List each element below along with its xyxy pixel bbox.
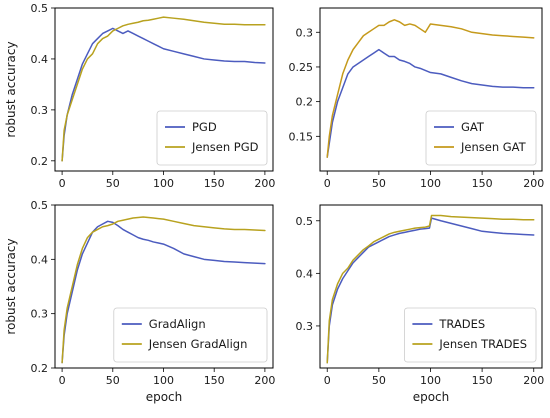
y-tick-label: 0.2	[31, 362, 49, 375]
x-tick-label: 100	[420, 374, 441, 387]
legend: TRADES Jensen TRADES	[403, 307, 537, 363]
series-line-gradalign	[61, 220, 266, 364]
series-line-jensen-gradalign	[61, 216, 266, 364]
series-line-jensen-pgd	[61, 16, 266, 162]
chart-panel-top-left: 0 50 100 150 200 0.2 0.3 0.4 0.5 robust accuracy P…	[4, 2, 275, 190]
y-tick-label: 0.2	[31, 155, 49, 168]
chart-panel-bottom-right: 0 50 100 150 200 0.3 0.4 0.5 epoch TRADES Jensen T…	[296, 204, 544, 404]
series-line-jensen-gat	[326, 19, 535, 158]
x-tick-label: 100	[420, 177, 441, 190]
legend-label: Jensen PGD	[191, 140, 259, 154]
legend: PGD Jensen PGD	[156, 110, 268, 166]
y-tick-label: 0.2	[296, 96, 314, 109]
plot-frame	[54, 204, 274, 369]
legend-label: Jensen GradAlign	[148, 337, 248, 351]
x-tick-label: 50	[372, 177, 386, 190]
x-tick-label: 200	[523, 374, 544, 387]
x-tick-label: 200	[254, 177, 275, 190]
x-tick-label: 150	[204, 177, 225, 190]
x-tick-label: 150	[472, 177, 493, 190]
y-tick-label: 0.3	[31, 104, 49, 117]
legend-label: Jensen TRADES	[438, 337, 527, 351]
y-tick-label: 0.5	[31, 199, 49, 212]
legend-label: Jensen GAT	[460, 140, 527, 154]
legend-box	[425, 110, 537, 166]
legend-box	[156, 110, 268, 166]
x-tick-label: 150	[472, 374, 493, 387]
x-tick-label: 50	[106, 374, 120, 387]
y-axis-label: robust accuracy	[4, 41, 18, 137]
plot-frame	[54, 7, 274, 172]
x-tick-label: 0	[59, 374, 66, 387]
y-tick-label: 0.5	[296, 215, 314, 228]
legend-label: GradAlign	[149, 317, 206, 331]
legend-label: GAT	[461, 120, 485, 134]
y-tick-label: 0.4	[296, 267, 314, 280]
legend-label: TRADES	[438, 317, 485, 331]
y-tick-label: 0.3	[31, 308, 49, 321]
chart-panel-bottom-left: 0 50 100 150 200 0.2 0.3 0.4 0.5 epoch robust accu…	[4, 199, 275, 404]
y-tick-label: 0.3	[296, 320, 314, 333]
x-tick-label: 150	[204, 374, 225, 387]
y-tick-label: 0.5	[31, 2, 49, 15]
series-line-trades	[326, 217, 535, 364]
legend-box	[403, 307, 537, 363]
x-tick-label: 0	[324, 374, 331, 387]
series-line-gat	[326, 48, 535, 158]
legend: GradAlign Jensen GradAlign	[113, 307, 268, 363]
x-tick-label: 100	[153, 374, 174, 387]
series-line-pgd	[61, 27, 266, 162]
plot-frame	[319, 204, 543, 369]
x-tick-label: 0	[324, 177, 331, 190]
x-tick-label: 50	[106, 177, 120, 190]
x-tick-label: 200	[523, 177, 544, 190]
x-tick-label: 0	[59, 177, 66, 190]
chart-panel-top-right: 0 50 100 150 200 0.15 0.2 0.25 0.3 GAT Jensen GAT	[289, 7, 544, 190]
legend: GAT Jensen GAT	[425, 110, 537, 166]
x-axis-label: epoch	[146, 390, 183, 404]
plot-frame	[319, 7, 543, 172]
y-tick-label: 0.25	[289, 61, 314, 74]
series-line-jensen-trades	[326, 214, 535, 364]
x-tick-label: 50	[372, 374, 386, 387]
x-tick-label: 100	[153, 177, 174, 190]
y-tick-label: 0.3	[296, 26, 314, 39]
y-tick-label: 0.4	[31, 53, 49, 66]
legend-box	[113, 307, 268, 363]
legend-label: PGD	[192, 120, 217, 134]
y-tick-label: 0.15	[289, 130, 314, 143]
y-axis-label: robust accuracy	[4, 238, 18, 334]
x-tick-label: 200	[254, 374, 275, 387]
x-axis-label: epoch	[413, 390, 450, 404]
y-tick-label: 0.4	[31, 253, 49, 266]
